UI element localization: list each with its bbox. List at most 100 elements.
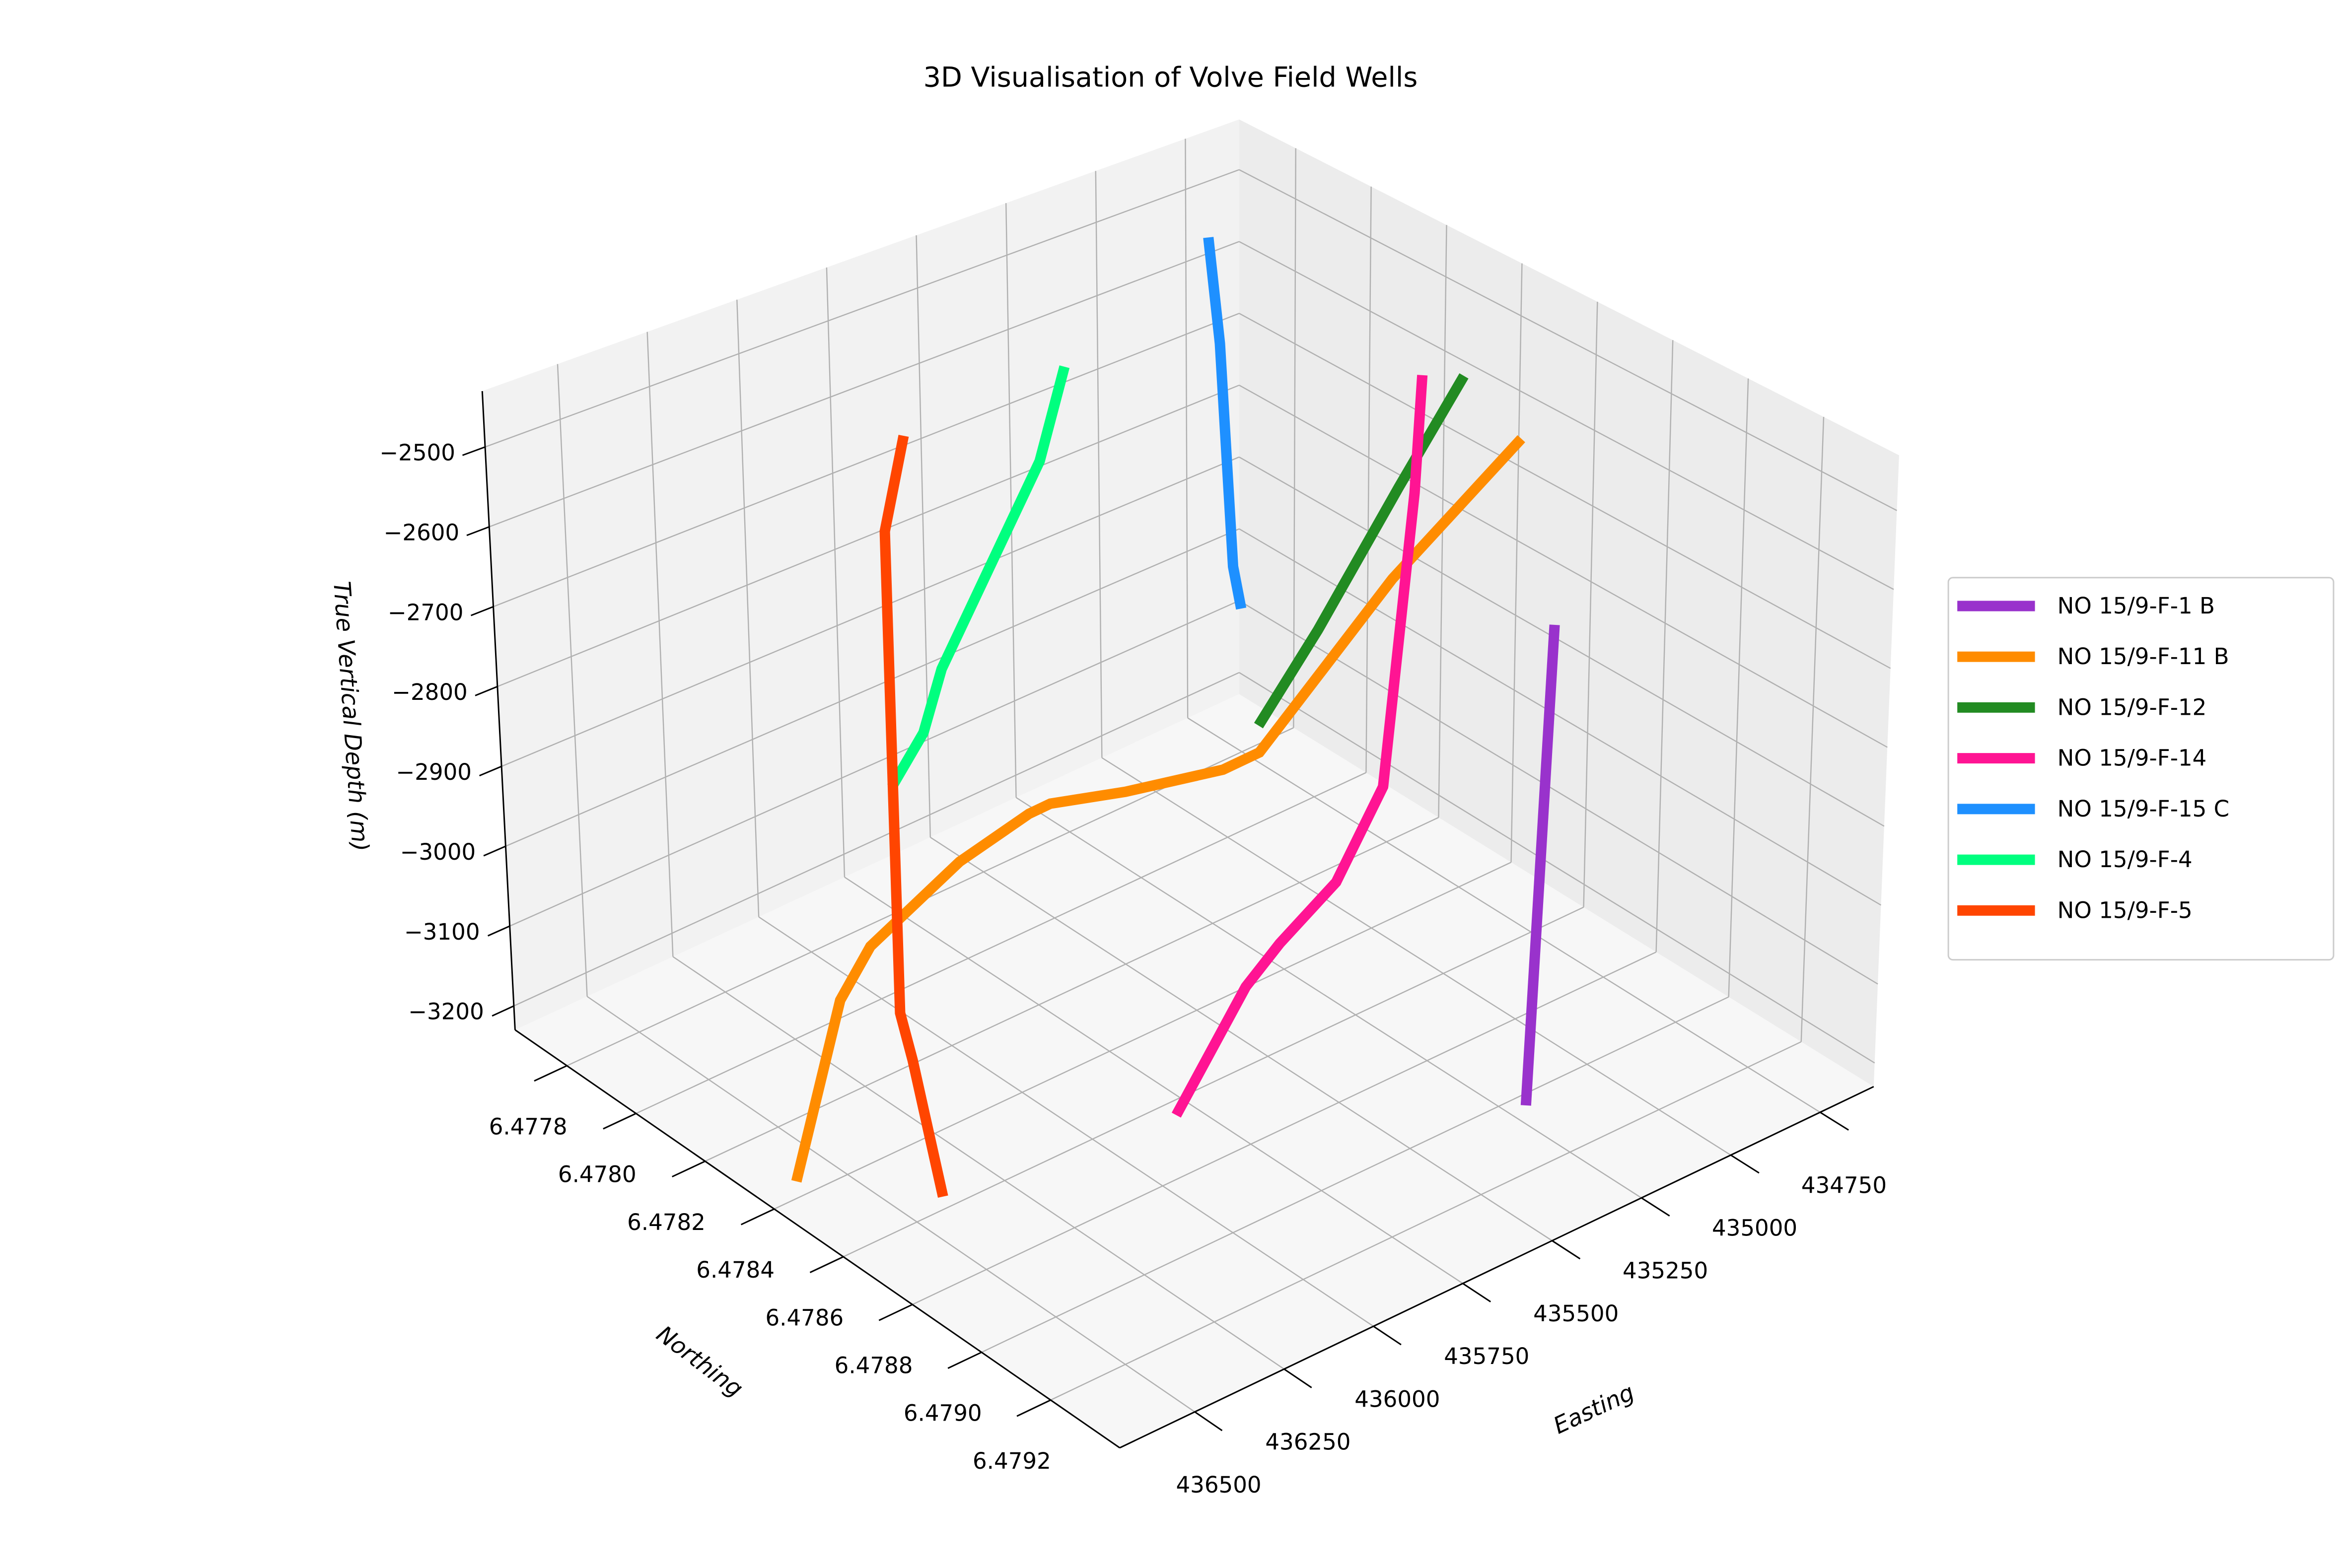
x-axis-line bbox=[1119, 1086, 1874, 1449]
well-line bbox=[791, 435, 1525, 1183]
grid-line bbox=[505, 528, 1240, 847]
well-line bbox=[879, 434, 948, 1198]
z-tick-mark bbox=[492, 1005, 514, 1017]
marks-layer bbox=[791, 237, 1560, 1198]
grid-line bbox=[826, 267, 846, 878]
x-tick-label: 434750 bbox=[1801, 1172, 1887, 1198]
grid-line bbox=[1239, 600, 1878, 985]
x-tick-mark bbox=[1820, 1111, 1849, 1131]
y-tick-mark bbox=[534, 1065, 568, 1082]
y-axis-line bbox=[514, 1029, 1121, 1449]
grid-line bbox=[1728, 378, 1749, 997]
y-tick-label: 6.4778 bbox=[489, 1113, 568, 1140]
legend-label: NO 15/9-F-11 B bbox=[2057, 643, 2229, 670]
grid-line bbox=[916, 235, 931, 837]
well-line bbox=[1203, 237, 1247, 610]
x-tick-mark bbox=[1552, 1240, 1581, 1260]
z-tick-label: −2800 bbox=[392, 679, 468, 705]
grid-line bbox=[1239, 672, 1875, 1064]
grid-line bbox=[1800, 416, 1825, 1042]
y-tick-label: 6.4786 bbox=[765, 1304, 844, 1331]
y-tick-label: 6.4788 bbox=[835, 1352, 913, 1378]
grid-line bbox=[1101, 757, 1731, 1156]
grid-line bbox=[501, 456, 1240, 767]
y-tick-label: 6.4784 bbox=[696, 1257, 775, 1283]
x-tick-mark bbox=[1641, 1197, 1670, 1217]
grid-line bbox=[586, 996, 1196, 1413]
legend-layer: NO 15/9-F-1 B NO 15/9-F-11 B NO 15/9-F-12 N… bbox=[1947, 577, 2335, 961]
grid-line bbox=[1239, 313, 1891, 669]
labels-layer: 4347504350004352504355004357504360004362… bbox=[379, 440, 1887, 1498]
axes-layer bbox=[462, 391, 1874, 1449]
z-tick-mark bbox=[470, 606, 494, 616]
x-tick-mark bbox=[1283, 1368, 1312, 1388]
well-line bbox=[887, 365, 1070, 790]
grid-line bbox=[493, 313, 1240, 608]
z-tick-label: −3100 bbox=[404, 919, 480, 945]
grid-line bbox=[930, 836, 1553, 1241]
grid-line bbox=[981, 996, 1729, 1353]
z-tick-mark bbox=[462, 446, 486, 456]
grid-line bbox=[489, 241, 1240, 528]
y-tick-label: 6.4780 bbox=[558, 1161, 637, 1188]
well-line bbox=[1171, 375, 1428, 1118]
y-tick-mark bbox=[603, 1112, 637, 1130]
grid-line bbox=[1583, 301, 1598, 907]
y-tick-mark bbox=[809, 1256, 844, 1274]
grid-line bbox=[1050, 1041, 1802, 1401]
chart-title: 3D Visualisation of Volve Field Wells bbox=[923, 62, 1418, 94]
legend-label: NO 15/9-F-1 B bbox=[2057, 593, 2215, 619]
x-tick-mark bbox=[1373, 1325, 1402, 1346]
legend-label: NO 15/9-F-4 bbox=[2057, 846, 2193, 873]
grid-line bbox=[1239, 169, 1898, 511]
grid-line bbox=[844, 877, 1463, 1284]
grid-line bbox=[1239, 456, 1885, 827]
legend-label: NO 15/9-F-15 C bbox=[2057, 796, 2230, 822]
grid-layer bbox=[485, 138, 1898, 1413]
grid-line bbox=[485, 169, 1240, 448]
x-tick-label: 435000 bbox=[1712, 1215, 1797, 1241]
grid-line bbox=[646, 332, 674, 957]
z-tick-label: −2700 bbox=[388, 599, 464, 625]
panes-layer bbox=[482, 119, 1899, 1448]
grid-line bbox=[1015, 797, 1642, 1199]
grid-line bbox=[557, 364, 588, 997]
grid-line bbox=[672, 956, 1284, 1370]
z-tick-mark bbox=[475, 685, 498, 696]
grid-line bbox=[758, 916, 1374, 1327]
z-axis-line bbox=[481, 391, 516, 1030]
grid-line bbox=[843, 906, 1584, 1258]
x-tick-label: 435750 bbox=[1444, 1343, 1529, 1369]
y-tick-mark bbox=[672, 1160, 706, 1178]
z-tick-mark bbox=[479, 765, 502, 777]
well-line bbox=[1254, 373, 1469, 729]
y-axis-title: Northing bbox=[651, 1320, 748, 1402]
grid-line bbox=[774, 862, 1512, 1210]
z-tick-mark bbox=[466, 526, 490, 537]
back-right-pane bbox=[1239, 119, 1899, 1087]
grid-line bbox=[705, 817, 1439, 1162]
y-tick-label: 6.4790 bbox=[904, 1400, 982, 1427]
z-tick-label: −2500 bbox=[379, 440, 455, 466]
x-tick-mark bbox=[1730, 1154, 1760, 1174]
grid-line bbox=[1365, 186, 1372, 773]
z-tick-mark bbox=[487, 925, 510, 937]
grid-line bbox=[509, 600, 1240, 927]
grid-line bbox=[1293, 148, 1296, 728]
legend-label: NO 15/9-F-12 bbox=[2057, 694, 2207, 720]
x-tick-mark bbox=[1462, 1283, 1491, 1302]
y-tick-label: 6.4792 bbox=[973, 1448, 1051, 1474]
grid-line bbox=[1239, 241, 1894, 590]
well-line bbox=[1520, 624, 1560, 1106]
grid-line bbox=[736, 299, 760, 917]
legend-label: NO 15/9-F-14 bbox=[2057, 745, 2207, 771]
y-tick-mark bbox=[740, 1208, 775, 1226]
grid-line bbox=[497, 384, 1240, 687]
x-tick-label: 435500 bbox=[1533, 1300, 1619, 1327]
x-tick-label: 436000 bbox=[1354, 1386, 1440, 1412]
z-tick-label: −3200 bbox=[408, 999, 484, 1025]
x-axis-title: Easting bbox=[1549, 1379, 1638, 1439]
grid-line bbox=[1510, 263, 1523, 863]
grid-line bbox=[1187, 717, 1821, 1113]
